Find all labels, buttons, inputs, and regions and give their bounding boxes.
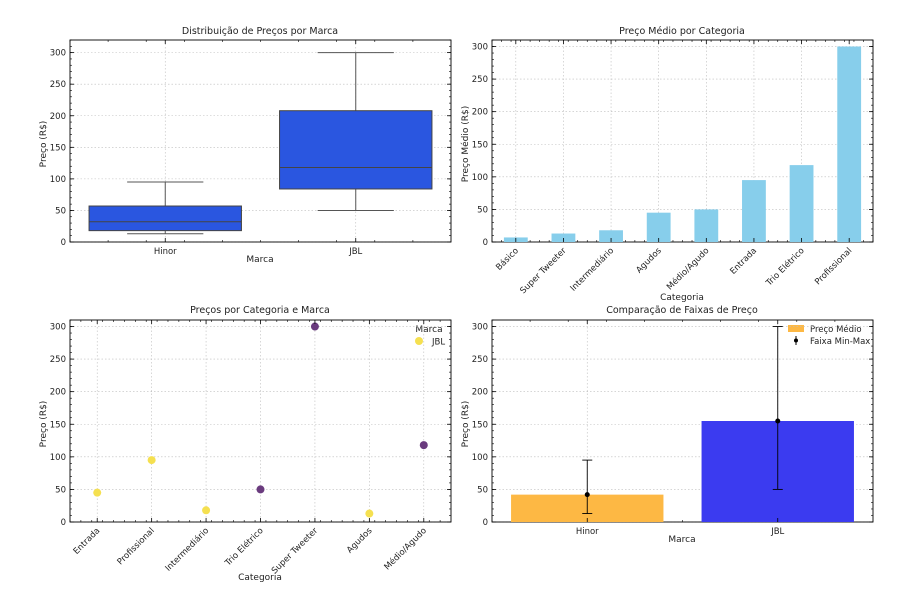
bar (551, 233, 576, 242)
bar (694, 209, 719, 242)
bar (742, 180, 766, 242)
scatter-point (419, 441, 428, 450)
bar (789, 165, 814, 242)
y-tick-label: 250 (472, 75, 488, 85)
chart-title: Comparação de Faixas de Preço (606, 305, 758, 316)
x-tick-label: Intermediário (164, 526, 212, 574)
axes-frame (491, 39, 874, 243)
x-tick-label: Intermediário (569, 246, 617, 294)
scatter-point (256, 485, 265, 494)
chart-title: Preço Médio por Categoria (619, 26, 745, 37)
x-axis-label: Marca (246, 255, 273, 265)
y-tick-label: 200 (50, 388, 66, 398)
y-axis-label: Preço (R$) (39, 401, 49, 448)
y-tick-label: 100 (472, 173, 488, 183)
scatter-point (365, 509, 374, 518)
legend-label-mean: Preço Médio (810, 324, 862, 335)
x-axis-label: Marca (668, 535, 695, 545)
x-tick-label: Agudos (345, 526, 375, 556)
x-tick-label: JBL (770, 527, 784, 537)
x-tick-label: Super Tweeter (518, 246, 568, 296)
y-tick-label: 100 (50, 453, 66, 463)
x-tick-label: Trio Elétrico (222, 525, 266, 569)
mean-point (584, 492, 590, 498)
x-tick-label: Super Tweeter (270, 526, 320, 576)
panel-scatter-chart: Preços por Categoria e Marca Categoria P… (39, 305, 452, 583)
x-tick-label: Entrada (728, 246, 759, 277)
y-tick-label: 50 (477, 485, 488, 495)
x-tick-label: Agudos (634, 246, 664, 276)
x-tick-label: Entrada (72, 526, 103, 557)
legend-swatch-mean (788, 325, 804, 332)
y-tick-label: 100 (472, 453, 488, 463)
y-tick-label: 0 (61, 518, 66, 528)
y-axis-label: Preço (R$) (39, 121, 49, 168)
scatter-point (93, 488, 102, 497)
bar (599, 230, 623, 242)
panel-box-plot: Distribuição de Preços por Marca Marca P… (39, 26, 452, 265)
x-tick-label: Médio/Agudo (664, 245, 711, 292)
y-tick-label: 150 (50, 420, 66, 430)
y-tick-label: 0 (61, 238, 66, 248)
x-tick-label: Médio/Agudo (382, 525, 429, 572)
chart-title: Distribuição de Preços por Marca (182, 26, 338, 37)
x-axis-label: Categoria (238, 573, 282, 583)
y-tick-label: 250 (50, 80, 66, 90)
scatter-point (310, 322, 319, 331)
y-tick-label: 200 (472, 108, 488, 118)
axes-frame (491, 319, 874, 523)
y-tick-label: 50 (55, 485, 66, 495)
legend-label-range: Faixa Min-Max (810, 337, 870, 347)
scatter-point (202, 506, 211, 515)
legend-marker-range-dot (794, 338, 798, 343)
y-tick-label: 300 (50, 323, 66, 333)
y-tick-label: 50 (55, 206, 66, 216)
x-axis-label: Categoria (660, 293, 704, 303)
y-tick-label: 250 (472, 355, 488, 365)
panel-range-chart: Comparação de Faixas de Preço Marca Preç… (461, 305, 874, 545)
box (279, 110, 433, 190)
y-tick-label: 0 (483, 238, 488, 248)
y-tick-label: 150 (50, 143, 66, 153)
y-tick-label: 200 (50, 112, 66, 122)
legend-label: JBL (431, 338, 445, 348)
y-tick-label: 250 (50, 355, 66, 365)
x-tick-label: Hinor (154, 247, 177, 257)
y-tick-label: 200 (472, 388, 488, 398)
bar (646, 212, 671, 242)
x-tick-label: Básico (494, 246, 521, 273)
box (88, 205, 242, 232)
panel-bar-chart: Preço Médio por Categoria Categoria Preç… (460, 26, 874, 303)
scatter-point (147, 456, 156, 465)
y-tick-label: 300 (472, 323, 488, 333)
y-tick-label: 150 (472, 140, 488, 150)
x-tick-label: Trio Elétrico (763, 245, 807, 289)
bar (837, 46, 862, 242)
y-tick-label: 0 (483, 518, 488, 528)
mean-point (775, 418, 781, 424)
legend-marker (415, 337, 423, 345)
y-tick-label: 50 (477, 205, 488, 215)
legend-title: Marca (415, 325, 442, 335)
x-tick-label: Profissional (813, 246, 854, 287)
y-tick-label: 150 (472, 420, 488, 430)
axes-frame (69, 39, 452, 243)
y-tick-label: 300 (472, 43, 488, 53)
y-axis-label: Preço Médio (R$) (460, 106, 471, 183)
x-tick-label: JBL (348, 247, 362, 257)
chart-title: Preços por Categoria e Marca (190, 305, 330, 316)
x-tick-label: Hinor (576, 527, 599, 537)
y-axis-label: Preço (R$) (461, 401, 471, 448)
y-tick-label: 300 (50, 49, 66, 59)
x-tick-label: Profissional (116, 526, 157, 567)
y-tick-label: 100 (50, 175, 66, 185)
